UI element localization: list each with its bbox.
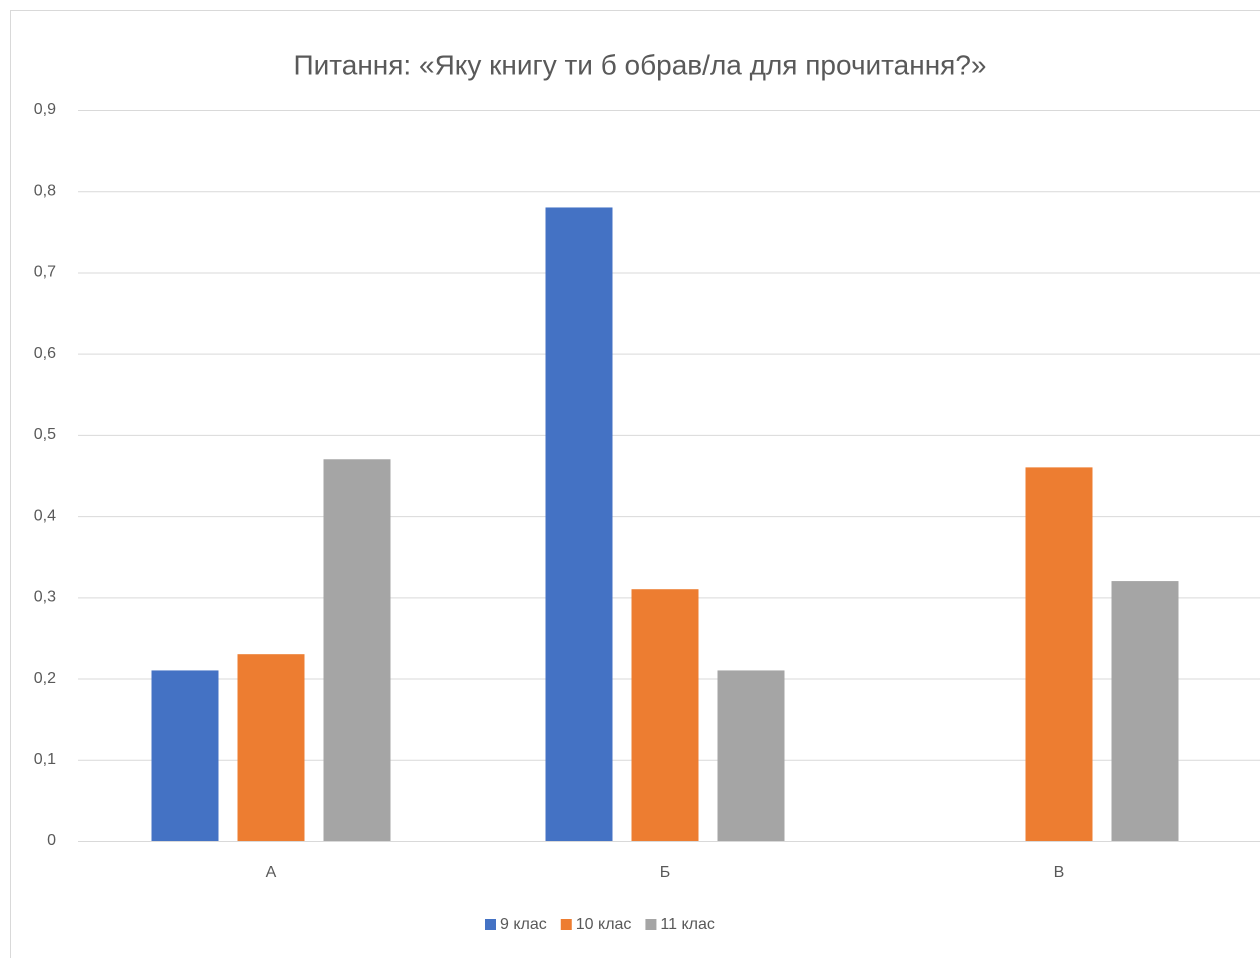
legend-label: 9 клас (500, 916, 547, 933)
y-tick-label: 0,5 (34, 426, 56, 443)
chart-title: Питання: «Яку книгу ти б обрав/ла для пр… (294, 49, 987, 80)
y-tick-label: 0,9 (34, 101, 56, 118)
bar (631, 589, 699, 841)
legend-swatch (645, 919, 657, 930)
bar (1025, 467, 1093, 841)
y-tick-label: 0 (47, 832, 56, 849)
bar (717, 670, 785, 841)
x-tick-label: А (266, 864, 277, 881)
y-tick-label: 0,2 (34, 670, 56, 687)
bar (545, 207, 613, 841)
bar (1111, 581, 1179, 841)
y-tick-label: 0,1 (34, 751, 56, 768)
x-tick-label: В (1054, 864, 1065, 881)
legend-label: 10 клас (576, 916, 632, 933)
y-tick-label: 0,3 (34, 589, 56, 606)
x-tick-label: Б (660, 864, 671, 881)
y-tick-label: 0,7 (34, 264, 56, 281)
legend-label: 11 клас (660, 916, 714, 933)
legend-swatch (560, 919, 572, 930)
bar (237, 654, 305, 841)
y-tick-label: 0,4 (34, 507, 56, 524)
y-tick-label: 0,8 (34, 182, 56, 199)
y-tick-label: 0,6 (34, 345, 56, 362)
bar (323, 459, 391, 841)
legend-swatch (485, 919, 496, 930)
bar (151, 670, 219, 841)
